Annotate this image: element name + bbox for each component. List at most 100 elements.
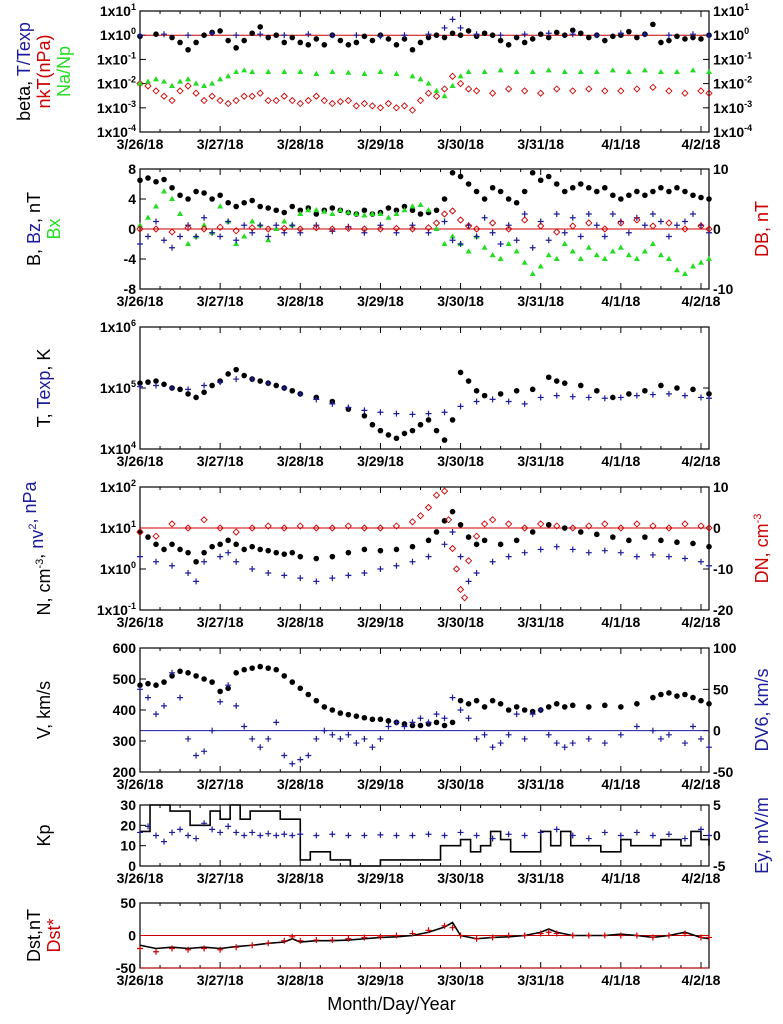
data-point [457,403,464,410]
data-point [489,934,496,941]
data-point [617,932,624,939]
y-tick-label: 1x10-1 [97,601,136,618]
x-tick-label: 3/26/18 [117,972,164,988]
data-point [385,205,392,211]
data-point [472,532,481,540]
data-point [689,263,696,269]
data-point [153,178,159,185]
data-point [440,487,449,495]
data-point [610,394,616,401]
x-axis-title: Month/Day/Year [327,994,456,1014]
data-point [513,537,520,544]
data-point [376,225,385,233]
x-tick-label: 3/29/18 [357,293,404,309]
data-point [185,549,191,556]
data-point [706,32,712,39]
data-point [241,546,247,553]
data-point [440,85,449,93]
axis-label-line: N, cm-3, nv2, nPa [20,481,54,616]
data-point [649,222,657,230]
x-tick-label: 4/1/18 [601,293,640,309]
data-point [249,376,256,383]
data-point [329,205,336,211]
data-point [289,387,296,394]
data-point [361,212,368,218]
data-point [452,565,461,573]
data-point [665,932,672,939]
data-point [232,96,240,105]
data-point [201,820,208,827]
data-point [153,682,159,688]
axis-label-line: nkT(nPa) [34,34,54,108]
x-tick-label: 4/2/18 [682,293,721,309]
data-point [345,572,352,579]
data-point [488,89,497,97]
data-point [305,42,312,48]
data-point [473,398,480,405]
data-point [224,99,232,108]
data-point [265,735,272,742]
data-point [393,832,400,839]
data-point [241,233,248,239]
data-point [521,39,528,46]
data-point [369,210,376,216]
data-point [633,85,641,93]
data-point [185,946,192,953]
data-point [481,392,488,399]
data-point [433,32,440,38]
x-tick-label: 3/30/18 [437,614,484,630]
data-point [674,385,680,391]
data-point [432,219,441,227]
data-point [601,395,608,402]
data-point [225,73,232,79]
y-tick-label: 500 [113,671,137,687]
data-point [273,382,280,389]
data-point [441,722,448,729]
data-point [633,216,641,224]
data-point [553,378,560,384]
data-point [137,241,143,247]
data-point [225,823,232,830]
data-point [281,572,288,579]
data-point [553,255,560,261]
data-point [634,188,640,195]
data-point [440,210,449,218]
data-point [634,701,640,707]
data-point [473,541,480,548]
data-point [233,944,240,951]
data-point [553,85,561,93]
data-point [505,222,512,229]
data-point [553,181,560,187]
data-point [320,96,328,105]
data-point [313,578,320,585]
series-black [140,804,710,867]
y-tick-label: 1x106 [100,318,136,335]
data-point [137,945,143,952]
y2-tick-label: 1x10-1 [713,50,752,67]
data-point [465,715,472,722]
chart-panel-3: 3/26/18 3/27/18 3/28/18 3/29/18 3/30/18 3/31/… [100,318,721,469]
data-point [217,28,223,34]
data-point [610,33,616,40]
series-blue [137,16,712,40]
data-point [312,224,320,232]
data-point [473,935,480,942]
data-point [344,96,353,105]
data-point [649,522,657,530]
data-point [209,196,215,202]
y-tick-label: 1x10-1 [97,50,136,67]
data-point [505,932,512,939]
x-tick-label: 3/31/18 [517,293,564,309]
x-tick-label: 4/2/18 [682,870,721,886]
data-point [145,175,151,181]
data-point [329,68,336,75]
y-tick-label: -4 [124,251,137,267]
data-point [209,229,216,236]
data-point [601,233,608,240]
data-point [297,229,304,236]
data-point [409,73,416,79]
data-point [233,829,240,836]
series-red [136,207,713,236]
data-point [521,832,528,839]
data-point [313,735,320,742]
